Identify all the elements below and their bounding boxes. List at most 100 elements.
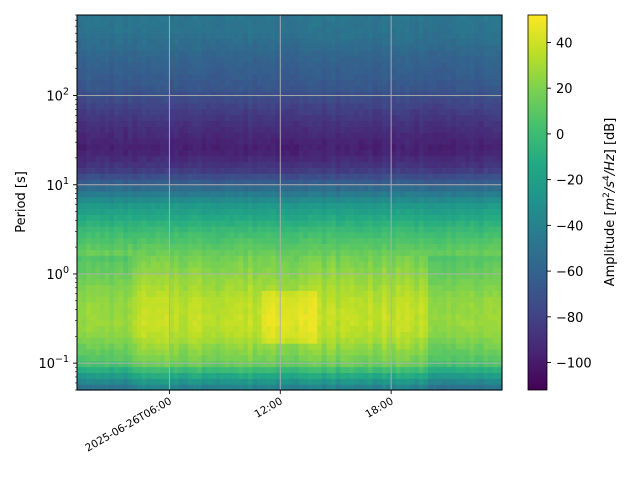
heatmap-cell (169, 67, 175, 75)
heatmap-cell (358, 278, 365, 286)
heatmap-cell (386, 220, 392, 227)
heatmap-cell (113, 255, 120, 262)
heatmap-cell (141, 108, 147, 116)
heatmap-cell (206, 325, 212, 333)
heatmap-cell (220, 20, 226, 28)
heatmap-cell (266, 366, 272, 374)
heatmap-cell (77, 38, 83, 45)
heatmap-cell (409, 360, 415, 368)
heatmap-cell (418, 155, 425, 163)
heatmap-cell (340, 132, 346, 139)
heatmap-cell (81, 102, 87, 110)
heatmap-cell (123, 331, 129, 338)
heatmap-cell (132, 56, 138, 63)
heatmap-cell (164, 307, 170, 315)
heatmap-cell (95, 337, 101, 344)
heatmap-cell (414, 44, 420, 51)
heatmap-cell (312, 278, 318, 286)
heatmap-cell (437, 384, 443, 391)
heatmap-cell (178, 384, 184, 391)
heatmap-cell (423, 138, 429, 145)
heatmap-cell (183, 255, 189, 262)
heatmap-cell (423, 102, 429, 110)
heatmap-cell (266, 114, 272, 122)
heatmap-cell (363, 73, 369, 81)
heatmap-cell (197, 102, 203, 110)
heatmap-cell (335, 307, 341, 315)
heatmap-cell (298, 161, 304, 168)
heatmap-cell (344, 67, 351, 75)
heatmap-cell (100, 190, 106, 198)
heatmap-cell (358, 202, 365, 209)
heatmap-cell (234, 143, 240, 151)
heatmap-cell (150, 196, 157, 204)
heatmap-cell (77, 85, 83, 92)
heatmap-cell (261, 97, 267, 104)
heatmap-cell (307, 372, 314, 379)
heatmap-cell (266, 132, 272, 139)
heatmap-cell (331, 302, 337, 309)
heatmap-cell (395, 196, 401, 204)
heatmap-cell (275, 313, 281, 321)
heatmap-cell (100, 231, 106, 239)
heatmap-cell (183, 214, 189, 221)
heatmap-cell (289, 384, 295, 391)
heatmap-cell (137, 372, 143, 379)
heatmap-cell (381, 44, 388, 51)
heatmap-cell (229, 97, 235, 104)
heatmap-cell (238, 325, 244, 333)
heatmap-cell (234, 20, 240, 28)
heatmap-cell (243, 108, 249, 116)
heatmap-cell (404, 67, 411, 75)
heatmap-cell (113, 149, 120, 157)
heatmap-cell (428, 20, 434, 28)
heatmap-cell (224, 337, 231, 344)
heatmap-cell (150, 266, 157, 274)
heatmap-cell (132, 337, 138, 344)
heatmap-cell (271, 56, 277, 63)
heatmap-cell (95, 38, 101, 45)
heatmap-cell (113, 143, 120, 151)
heatmap-cell (303, 325, 309, 333)
heatmap-cell (257, 173, 263, 180)
heatmap-cell (395, 79, 401, 86)
heatmap-cell (335, 38, 341, 45)
heatmap-cell (164, 73, 170, 81)
heatmap-cell (146, 161, 152, 168)
heatmap-cell (234, 184, 240, 192)
heatmap-cell (197, 237, 203, 245)
heatmap-cell (261, 243, 267, 250)
heatmap-cell (155, 255, 161, 262)
heatmap-cell (150, 220, 157, 227)
heatmap-cell (123, 126, 129, 133)
heatmap-cell (386, 38, 392, 45)
heatmap-cell (183, 20, 189, 28)
heatmap-cell (224, 331, 231, 338)
heatmap-cell (77, 56, 83, 63)
heatmap-cell (201, 97, 207, 104)
heatmap-cell (234, 214, 240, 221)
heatmap-cell (317, 231, 323, 239)
heatmap-cell (257, 325, 263, 333)
heatmap-cell (381, 190, 388, 198)
heatmap-cell (284, 249, 291, 256)
heatmap-cell (266, 302, 272, 309)
heatmap-cell (368, 243, 374, 250)
heatmap-cell (220, 278, 226, 286)
heatmap-cell (321, 237, 328, 245)
heatmap-cell (326, 360, 332, 368)
heatmap-cell (354, 354, 360, 362)
heatmap-cell (155, 79, 161, 86)
heatmap-cell (391, 120, 397, 127)
heatmap-cell (113, 325, 120, 333)
heatmap-cell (321, 354, 328, 362)
heatmap-cell (409, 85, 415, 92)
heatmap-cell (289, 126, 295, 133)
heatmap-cell (377, 120, 383, 127)
heatmap-cell (280, 132, 286, 139)
heatmap-cell (243, 307, 249, 315)
heatmap-cell (132, 360, 138, 368)
heatmap-cell (137, 272, 143, 280)
heatmap-cell (381, 372, 388, 379)
heatmap-cell (252, 132, 258, 139)
